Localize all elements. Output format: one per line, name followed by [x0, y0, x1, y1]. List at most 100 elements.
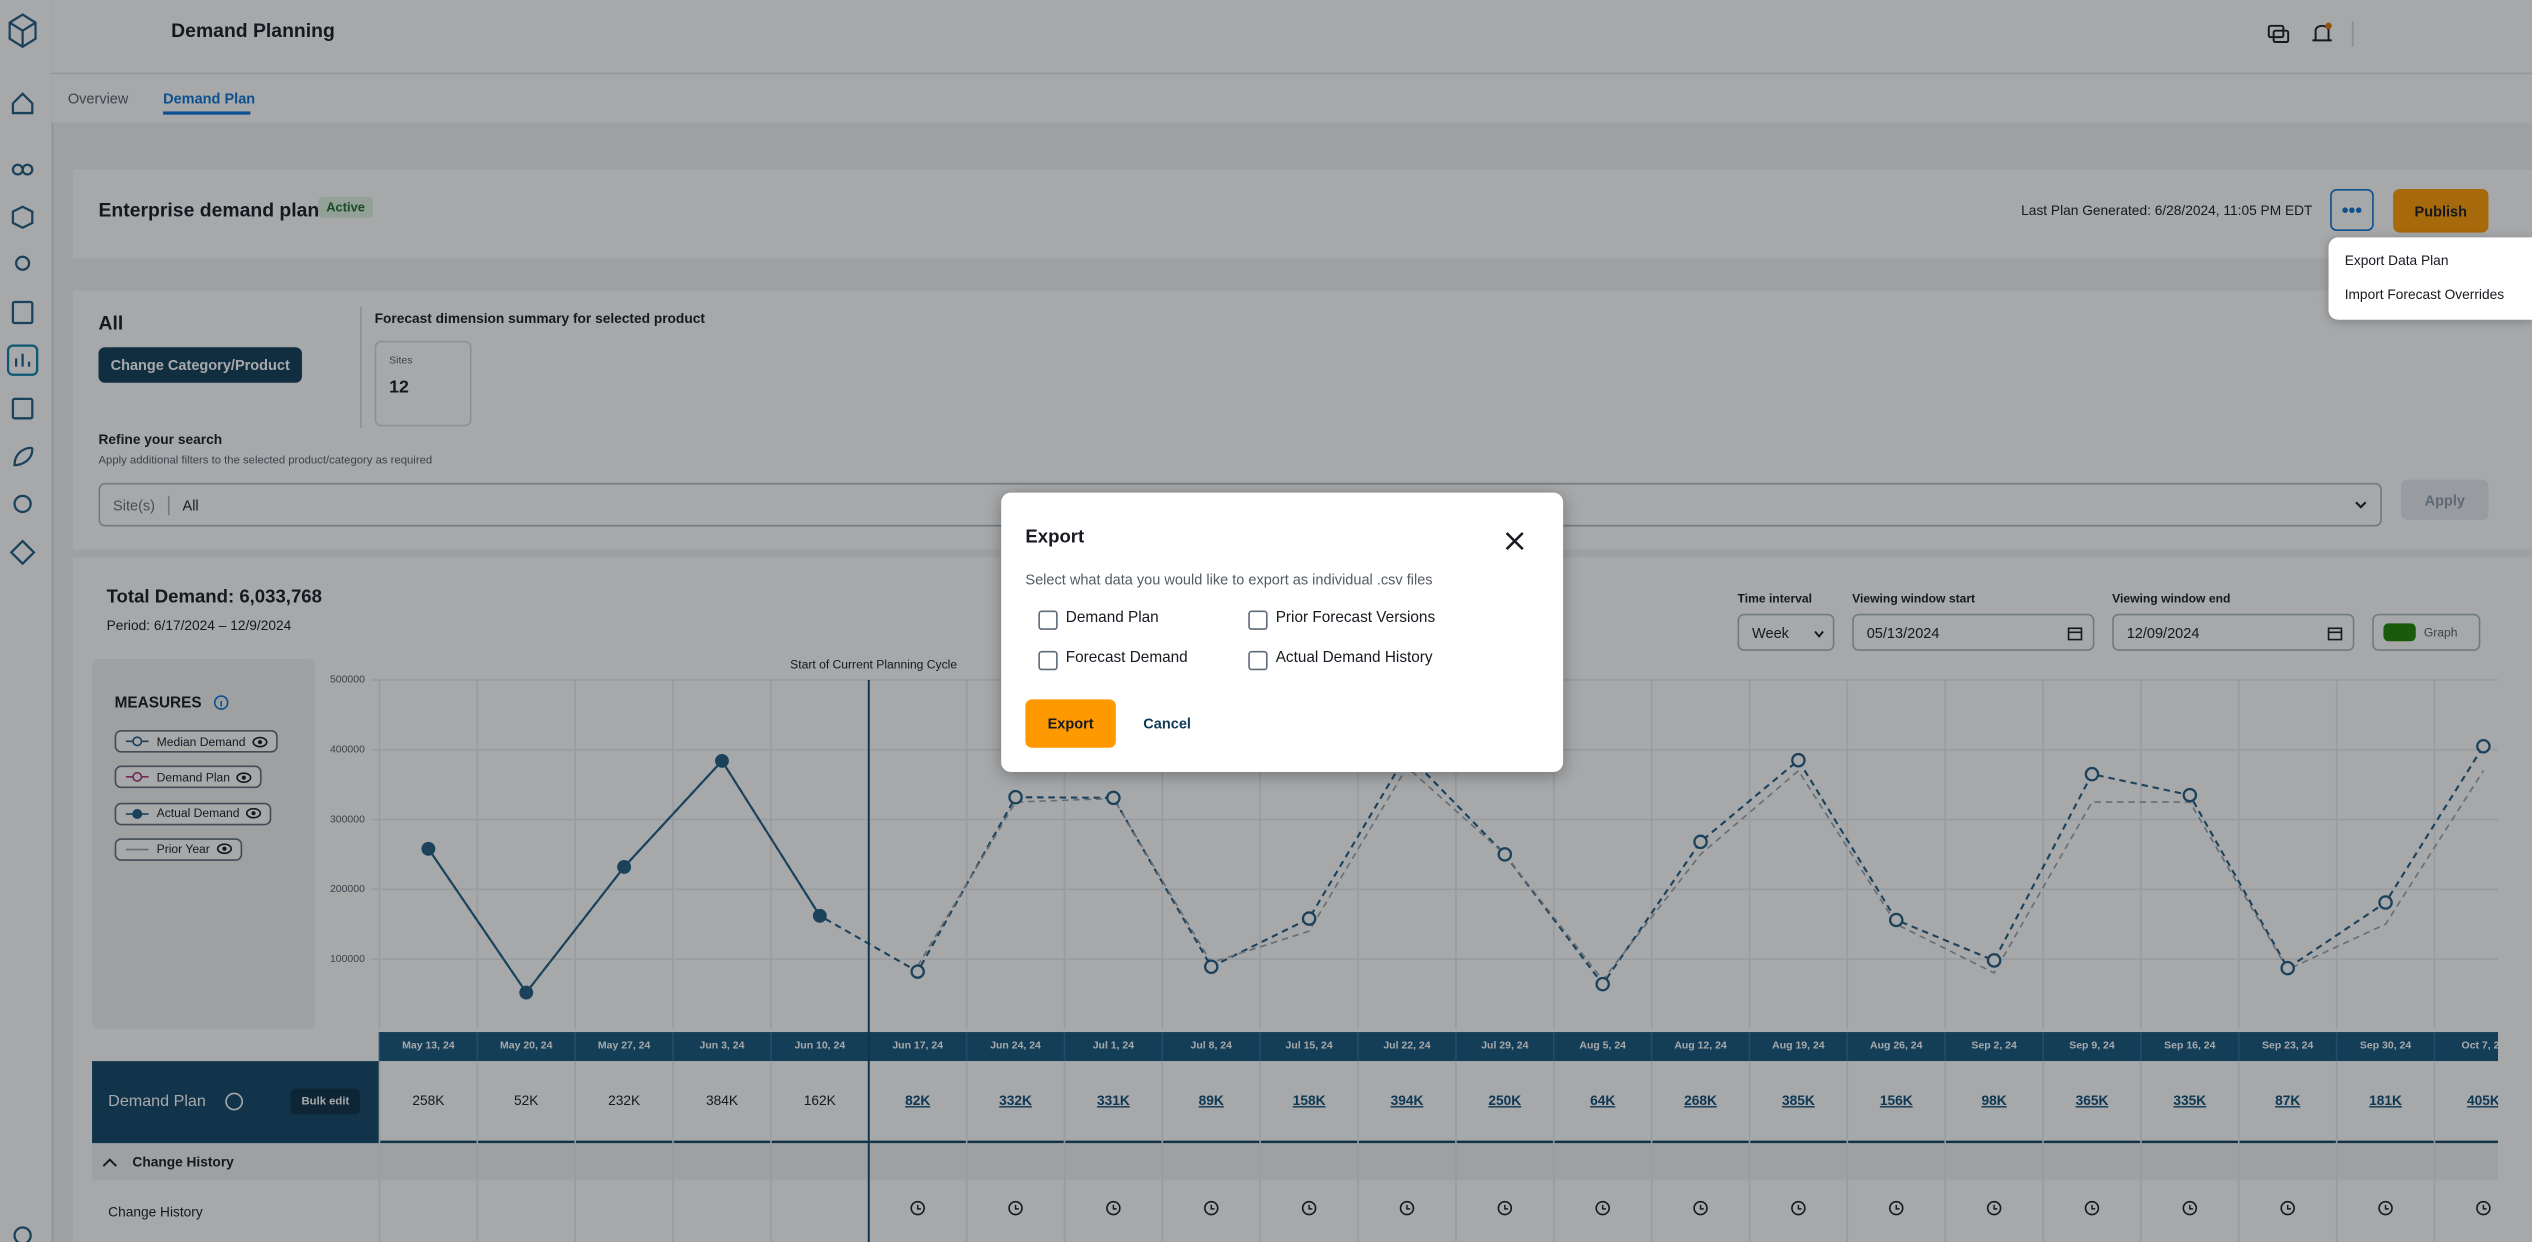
measure-pill[interactable]: Actual Demand [114, 802, 272, 825]
end-value: 12/09/2024 [2126, 624, 2200, 641]
data-point [1203, 959, 1219, 974]
tab-active[interactable]: Demand Plan [163, 90, 256, 107]
eye-icon[interactable] [246, 808, 262, 819]
annotation-label: Start of Current Planning Cycle [790, 658, 957, 672]
cell-value[interactable]: 385K [1782, 1093, 1815, 1108]
eye-icon[interactable] [252, 736, 268, 747]
graph-toggle[interactable]: Graph [2372, 613, 2481, 651]
history-icon[interactable] [910, 1200, 925, 1216]
history-icon[interactable] [1986, 1200, 2002, 1216]
end-input[interactable]: 12/09/2024 [2112, 613, 2355, 651]
history-icon[interactable] [2280, 1200, 2295, 1216]
more-button[interactable]: ••• [2330, 188, 2374, 231]
nav-icon[interactable] [9, 539, 36, 566]
publish-button[interactable]: Publish [2393, 188, 2489, 233]
tab[interactable]: Overview [67, 90, 129, 107]
measure-pill[interactable]: Median Demand [114, 730, 278, 753]
menu-item[interactable]: Import Forecast Overrides [2344, 285, 2505, 303]
end-label: Viewing window end [2112, 591, 2231, 606]
sites-card: Sites 12 [374, 340, 472, 427]
x-tick-label: Aug 26, 24 [1870, 1041, 1923, 1052]
history-icon[interactable] [1203, 1200, 1219, 1216]
cell-value[interactable]: 268K [1684, 1093, 1717, 1108]
table-header-band [379, 1032, 2499, 1062]
nav-icon[interactable] [11, 397, 34, 420]
measure-pill[interactable]: Prior Year [114, 838, 243, 861]
y-tick-label: 100000 [330, 954, 365, 965]
checkbox[interactable] [1248, 650, 1268, 671]
cancel-button[interactable]: Cancel [1143, 715, 1191, 732]
history-icon[interactable] [1888, 1200, 1904, 1216]
calendar-icon[interactable] [2067, 625, 2083, 641]
data-point [2280, 960, 2295, 976]
cell-value[interactable]: 156K [1880, 1093, 1913, 1108]
history-icon[interactable] [2084, 1200, 2100, 1216]
checkbox[interactable] [1248, 610, 1268, 630]
checkbox[interactable] [1038, 610, 1058, 630]
history-icon[interactable] [1008, 1200, 1023, 1216]
calendar-icon[interactable] [2327, 625, 2343, 641]
info-icon[interactable] [213, 694, 229, 710]
nav-icon-active[interactable] [6, 344, 39, 376]
interval-select[interactable]: Week [1737, 613, 1835, 651]
apply-button[interactable]: Apply [2401, 479, 2489, 521]
home-icon[interactable] [11, 92, 34, 115]
x-tick-label: Jun 17, 24 [892, 1041, 943, 1052]
cell-value[interactable]: 250K [1488, 1093, 1521, 1108]
bulk-edit-button[interactable] [290, 1088, 361, 1115]
info-icon[interactable] [225, 1092, 244, 1111]
x-tick-label: Aug 5, 24 [1579, 1041, 1626, 1052]
start-input[interactable]: 05/13/2024 [1852, 613, 2095, 651]
cell-value[interactable]: 158K [1293, 1093, 1326, 1108]
menu-item[interactable]: Export Data Plan [2344, 251, 2449, 269]
export-button[interactable]: Export [1025, 699, 1116, 748]
logo[interactable] [8, 13, 37, 49]
cell-value[interactable]: 405K [2467, 1093, 2500, 1108]
nav-icon[interactable] [11, 300, 34, 325]
history-icon[interactable] [1693, 1200, 1708, 1216]
measure-pill[interactable]: Demand Plan [114, 766, 263, 789]
nav-icon[interactable] [15, 255, 31, 271]
x-tick-label: Jul 22, 24 [1383, 1041, 1430, 1052]
value-row [379, 1061, 2499, 1142]
history-icon[interactable] [1497, 1200, 1513, 1216]
plan-header: Enterprise demand plan Active Last Plan … [72, 169, 2532, 259]
cell-value[interactable]: 335K [2173, 1093, 2206, 1108]
history-icon[interactable] [1595, 1200, 1610, 1216]
history-icon[interactable] [2476, 1200, 2491, 1216]
data-point [2378, 895, 2393, 910]
cell-value[interactable]: 332K [999, 1093, 1032, 1108]
history-hand [1601, 1204, 1606, 1210]
history-icon[interactable] [2378, 1200, 2393, 1216]
checkbox[interactable] [1038, 650, 1058, 671]
history-icon[interactable] [1301, 1200, 1317, 1216]
last-generated: Last Plan Generated: 6/28/2024, 11:05 PM… [2021, 201, 2313, 219]
history-icon[interactable] [1399, 1200, 1415, 1216]
close-button[interactable] [1503, 530, 1526, 553]
eye-icon[interactable] [236, 772, 253, 783]
bell-icon[interactable] [2312, 24, 2332, 42]
toggle-switch[interactable] [2383, 623, 2416, 642]
cell-value[interactable]: 365K [2076, 1093, 2109, 1108]
x-tick-label: Jul 29, 24 [1481, 1041, 1528, 1052]
history-icon[interactable] [1106, 1200, 1121, 1216]
nav-icon[interactable] [13, 1226, 32, 1242]
cell-value[interactable]: 82K [905, 1093, 930, 1108]
data-point [1888, 912, 1904, 928]
nav-icon[interactable] [11, 205, 34, 229]
cell-value[interactable]: 87K [2275, 1093, 2300, 1108]
cell-value[interactable]: 331K [1097, 1093, 1130, 1108]
change-category-button[interactable]: Change Category/Product [98, 347, 302, 383]
nav-icon[interactable] [13, 446, 34, 467]
nav-icon[interactable] [13, 494, 32, 514]
legend-label: Demand Plan [156, 770, 231, 785]
history-icon[interactable] [2182, 1200, 2198, 1216]
cell-value[interactable]: 181K [2369, 1093, 2402, 1108]
eye-icon[interactable] [216, 844, 232, 855]
cell-value[interactable]: 89K [1199, 1093, 1224, 1108]
cell-value[interactable]: 394K [1391, 1093, 1424, 1108]
cell-value[interactable]: 98K [1982, 1093, 2007, 1108]
history-icon[interactable] [1791, 1200, 1806, 1216]
data-point [1008, 789, 1023, 805]
cell-value[interactable]: 64K [1590, 1093, 1615, 1108]
